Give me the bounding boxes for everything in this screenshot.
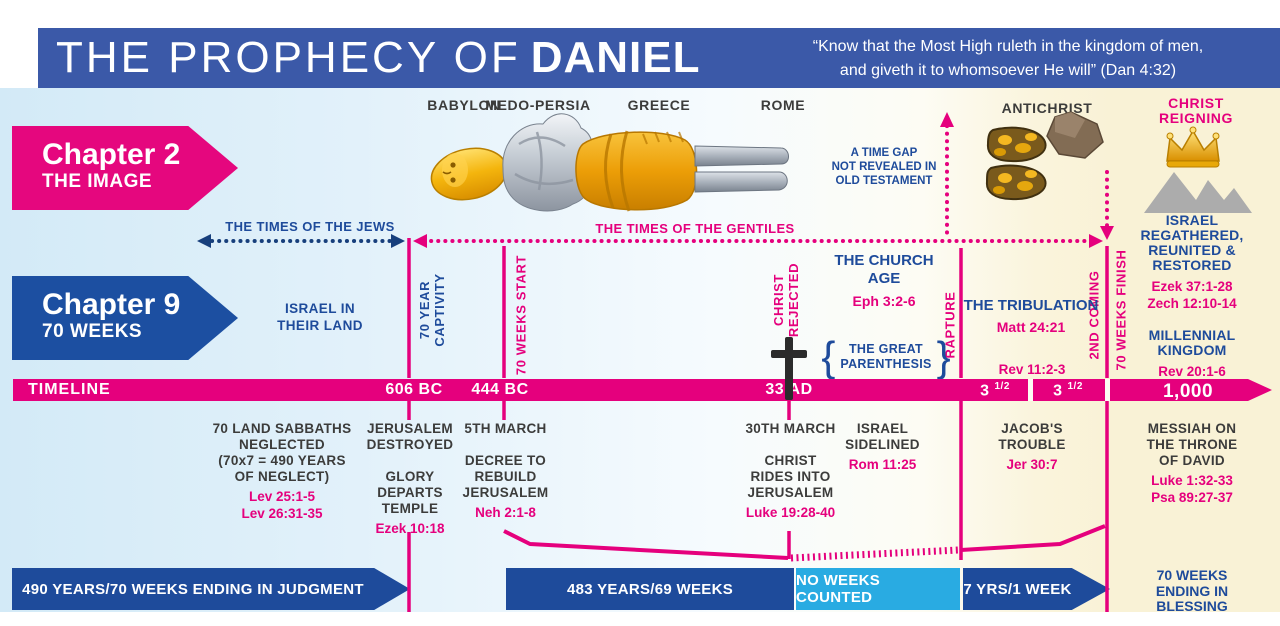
annotation-title: 5TH MARCH xyxy=(464,421,547,436)
annotation-refs: Luke 1:32-33 Psa 89:27-37 xyxy=(1151,473,1233,505)
label-rome: ROME xyxy=(760,97,806,113)
bar-label: 483 YEARS/69 WEEKS xyxy=(566,580,734,598)
vlabel-70-year-captivity: 70 YEAR CAPTIVITY xyxy=(417,273,447,347)
brace-left: { xyxy=(821,333,836,380)
annotation-body: CHRIST RIDES INTO JERUSALEM xyxy=(747,453,834,500)
timeline-606bc: 606 BC xyxy=(385,381,443,398)
bar-483-years: 483 YEARS/69 WEEKS xyxy=(506,568,794,610)
brace-right: } xyxy=(936,333,951,380)
label-greece: GREECE xyxy=(627,97,691,113)
church-age-title: THE CHURCH AGE xyxy=(834,252,934,287)
statue-head-gold-icon xyxy=(430,147,508,201)
bar-label: NO WEEKS COUNTED xyxy=(796,572,881,606)
annotation-messiah-throne: MESSIAH ON THE THRONE OF DAVID Luke 1:32… xyxy=(1122,421,1262,506)
annotation-title: 70 LAND SABBATHS NEGLECTED (70x7 = 490 Y… xyxy=(212,421,352,484)
page-title-thin: THE PROPHECY OF xyxy=(56,33,521,82)
chapter-9-arrow: Chapter 9 70 WEEKS xyxy=(12,276,238,360)
stone-icon xyxy=(1046,111,1104,159)
church-age-ref: Eph 3:2-6 xyxy=(852,293,916,309)
annotation-refs: Lev 25:1-5 Lev 26:31-35 xyxy=(241,489,323,521)
arrow-label: 490 YEARS/70 WEEKS ENDING IN JUDGMENT xyxy=(22,580,364,598)
tribulation-block: THE TRIBULATION Matt 24:21 xyxy=(951,297,1111,336)
crown-icon xyxy=(1166,126,1220,168)
timeline-bar xyxy=(13,379,1248,401)
statue-belly-bronze-icon xyxy=(575,130,698,212)
annotation-ref: Jer 30:7 xyxy=(1006,457,1058,472)
israel-restored-refs: Ezek 37:1-28 Zech 12:10-14 xyxy=(1147,279,1237,311)
timeline-tick-1 xyxy=(1028,379,1033,401)
annotation-ref: Ezek 10:18 xyxy=(375,521,445,536)
vlabel-70-weeks-start: 70 WEEKS START xyxy=(513,254,529,376)
chapter-2-title: Chapter 2 xyxy=(42,138,181,171)
page-title: THE PROPHECY OF DANIEL xyxy=(56,33,700,83)
tribulation-ref: Matt 24:21 xyxy=(996,319,1066,335)
annotation-body: DECREE TO REBUILD JERUSALEM xyxy=(462,453,549,500)
timeline-3-half-2: 3 1/2 xyxy=(1053,381,1083,400)
annotation-israel-sidelined: ISRAEL SIDELINED Rom 11:25 xyxy=(830,421,935,473)
millennial-kingdom-label: MILLENNIAL KINGDOM xyxy=(1148,327,1236,358)
page-title-bold: DANIEL xyxy=(530,33,701,82)
vlabel-christ-rejected: CHRIST REJECTED xyxy=(771,262,801,338)
rev-11-ref: Rev 11:2-3 xyxy=(998,362,1066,377)
label-70-weeks-blessing: 70 WEEKS ENDING IN BLESSING xyxy=(1155,567,1229,614)
annotation-title: ISRAEL SIDELINED xyxy=(845,421,920,452)
great-parenthesis-block: { THE GREAT PARENTHESIS } xyxy=(821,336,950,378)
label-times-of-jews: THE TIMES OF THE JEWS xyxy=(225,219,395,234)
annotation-title: JERUSALEM DESTROYED xyxy=(366,421,454,452)
great-parenthesis-label: THE GREAT PARENTHESIS xyxy=(840,342,932,371)
right-column-blessings: ISRAEL REGATHERED, REUNITED & RESTORED E… xyxy=(1117,213,1267,397)
timeline-tick-2 xyxy=(1105,379,1110,401)
timeline-label: TIMELINE xyxy=(28,381,111,398)
annotation-title: JACOB'S TROUBLE xyxy=(998,421,1066,452)
statue-chest-silver-icon xyxy=(502,113,593,212)
annotation-70-land-sabbaths: 70 LAND SABBATHS NEGLECTED (70x7 = 490 Y… xyxy=(197,421,367,522)
label-babylon: BABYLON xyxy=(427,97,501,113)
israel-restored-label: ISRAEL REGATHERED, REUNITED & RESTORED xyxy=(1140,212,1244,273)
chapter-2-subtitle: THE IMAGE xyxy=(42,171,153,192)
annotation-jerusalem-destroyed: JERUSALEM DESTROYED GLORY DEPARTS TEMPLE… xyxy=(355,421,465,537)
annotation-title: MESSIAH ON THE THRONE OF DAVID xyxy=(1146,421,1238,468)
annotation-title: 30TH MARCH xyxy=(745,421,836,436)
church-age-block: THE CHURCH AGE Eph 3:2-6 xyxy=(814,252,954,310)
label-times-of-gentiles: THE TIMES OF THE GENTILES xyxy=(595,221,795,236)
annotation-ref: Rom 11:25 xyxy=(848,457,917,472)
label-time-gap: A TIME GAP NOT REVEALED IN OLD TESTAMENT xyxy=(831,147,937,187)
chapter-2-arrow: Chapter 2 THE IMAGE xyxy=(12,126,238,210)
label-israel-in-their-land: ISRAEL IN THEIR LAND xyxy=(277,301,363,333)
annotation-ref: Neh 2:1-8 xyxy=(475,505,536,520)
timeline-444bc: 444 BC xyxy=(471,381,529,398)
arrow-label: 7 YRS/1 WEEK xyxy=(963,580,1072,598)
annotation-body: GLORY DEPARTS TEMPLE xyxy=(377,469,443,516)
feet-iron-clay-icon xyxy=(985,126,1047,201)
tribulation-title: THE TRIBULATION xyxy=(963,297,1099,314)
timeline-3-half-1: 3 1/2 xyxy=(980,381,1010,400)
chapter-9-title: Chapter 9 xyxy=(42,288,181,321)
statue-of-daniel2-image xyxy=(430,111,1104,212)
annotation-5th-march: 5TH MARCH DECREE TO REBUILD JERUSALEM Ne… xyxy=(448,421,563,521)
header-banner: THE PROPHECY OF DANIEL “Know that the Mos… xyxy=(38,28,1280,88)
timeline-33ad: 33 AD xyxy=(765,381,813,398)
chapter-9-subtitle: 70 WEEKS xyxy=(42,321,143,342)
annotation-30th-march: 30TH MARCH CHRIST RIDES INTO JERUSALEM L… xyxy=(733,421,848,521)
scripture-quote: “Know that the Most High ruleth in the k… xyxy=(812,38,1204,79)
annotation-ref: Luke 19:28-40 xyxy=(745,505,836,520)
timeline-1000: 1,000 xyxy=(1162,381,1214,402)
arrow-490-years-judgment: 490 YEARS/70 WEEKS ENDING IN JUDGMENT xyxy=(12,568,410,610)
timeline-arrowhead xyxy=(1248,379,1272,401)
annotation-jacobs-trouble: JACOB'S TROUBLE Jer 30:7 xyxy=(982,421,1082,473)
bar-no-weeks-counted: NO WEEKS COUNTED xyxy=(796,568,960,610)
label-christ-reigning: CHRIST REIGNING xyxy=(1158,95,1234,126)
statue-legs-iron-icon xyxy=(694,145,789,193)
label-medo-persia: MEDO-PERSIA xyxy=(485,97,591,113)
mountains-icon xyxy=(1144,172,1252,213)
